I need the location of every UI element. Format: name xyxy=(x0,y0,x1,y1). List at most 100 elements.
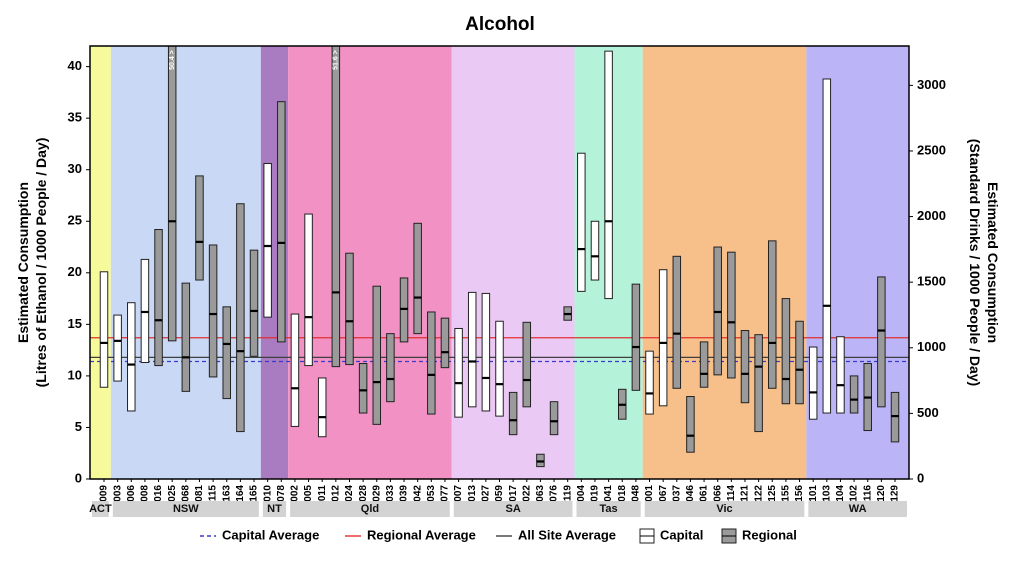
box-027 xyxy=(481,292,491,412)
box-002 xyxy=(290,313,300,427)
box-156 xyxy=(795,320,804,405)
site-label-004: 004 xyxy=(576,485,587,502)
right-axis-label-line-2: (Standard Drinks / 1000 People / Day) xyxy=(967,139,983,386)
box-053 xyxy=(427,311,436,415)
state-label-nt: NT xyxy=(267,503,282,515)
box-076 xyxy=(549,401,559,436)
site-label-116: 116 xyxy=(862,485,873,502)
state-band-qld xyxy=(288,46,452,479)
right-tick-label: 2000 xyxy=(917,208,946,223)
box-022 xyxy=(522,321,532,408)
site-label-081: 081 xyxy=(194,485,205,502)
box-037 xyxy=(672,255,682,389)
right-tick-label: 2500 xyxy=(917,142,946,157)
site-label-033: 033 xyxy=(385,485,396,502)
site-label-121: 121 xyxy=(740,485,751,502)
site-label-119: 119 xyxy=(562,485,573,502)
box-024 xyxy=(345,252,354,366)
site-label-102: 102 xyxy=(849,485,860,502)
site-label-103: 103 xyxy=(821,485,832,502)
site-label-163: 163 xyxy=(221,485,232,502)
site-label-165: 165 xyxy=(249,485,260,502)
legend-capital-label: Capital xyxy=(660,527,703,542)
box-077 xyxy=(440,317,450,369)
site-label-048: 048 xyxy=(631,485,642,502)
state-strip-tas xyxy=(576,501,641,517)
site-label-019: 019 xyxy=(590,485,601,502)
left-tick-label: 15 xyxy=(68,316,82,331)
site-label-016: 016 xyxy=(153,485,164,502)
box-081 xyxy=(195,175,204,281)
site-label-059: 059 xyxy=(494,485,505,502)
site-label-046: 046 xyxy=(685,485,696,502)
box-016 xyxy=(154,229,163,367)
site-label-018: 018 xyxy=(617,485,628,502)
state-strip-wa xyxy=(808,501,907,517)
legend-regional-average-label: Regional Average xyxy=(367,527,476,542)
site-label-101: 101 xyxy=(808,485,819,502)
site-label-011: 011 xyxy=(317,485,328,502)
box-101 xyxy=(808,346,818,420)
box-122 xyxy=(754,334,763,433)
site-label-155: 155 xyxy=(781,485,792,502)
box-046 xyxy=(686,396,695,453)
right-tick-label: 3000 xyxy=(917,77,946,92)
site-label-024: 024 xyxy=(344,485,355,502)
box-165 xyxy=(249,249,259,357)
box-009 xyxy=(99,271,109,388)
state-strip-vic xyxy=(644,501,805,517)
site-label-053: 053 xyxy=(426,485,437,502)
site-label-078: 078 xyxy=(276,485,287,502)
box-067 xyxy=(658,269,668,407)
box-007 xyxy=(454,327,463,418)
legend-all-site-average-label: All Site Average xyxy=(518,527,616,542)
site-label-120: 120 xyxy=(876,485,887,502)
state-band-nsw xyxy=(110,46,261,479)
box-041 xyxy=(604,50,613,300)
left-tick-label: 40 xyxy=(68,58,82,73)
site-label-164: 164 xyxy=(235,485,246,502)
site-label-114: 114 xyxy=(726,485,737,502)
state-label-nsw: NSW xyxy=(173,503,199,515)
state-strip-nsw xyxy=(112,501,259,517)
box-104 xyxy=(836,336,845,414)
chart-title: Alcohol xyxy=(465,14,535,35)
box-017 xyxy=(508,391,518,436)
box-068 xyxy=(181,282,191,392)
left-tick-label: 35 xyxy=(68,110,82,125)
state-label-tas: Tas xyxy=(600,503,618,515)
site-label-125: 125 xyxy=(767,485,778,502)
box-164 xyxy=(236,203,245,433)
box-115 xyxy=(208,244,218,378)
site-label-042: 042 xyxy=(412,485,423,502)
box-003 xyxy=(113,314,122,382)
site-label-037: 037 xyxy=(671,485,682,502)
site-label-005: 005 xyxy=(303,485,314,502)
box-001 xyxy=(645,350,654,415)
site-label-122: 122 xyxy=(753,485,764,502)
legend-regional-label: Regional xyxy=(742,527,797,542)
box-029 xyxy=(372,285,382,425)
box-033 xyxy=(386,333,395,403)
site-label-039: 039 xyxy=(399,485,410,502)
state-band-act xyxy=(90,46,111,479)
right-tick-label: 1000 xyxy=(917,339,946,354)
site-label-006: 006 xyxy=(126,485,137,502)
box-114 xyxy=(727,251,736,379)
site-label-017: 017 xyxy=(508,485,519,502)
site-label-003: 003 xyxy=(112,485,123,502)
site-label-077: 077 xyxy=(440,485,451,502)
site-label-156: 156 xyxy=(794,485,805,502)
state-label-qld: Qld xyxy=(361,503,379,515)
site-label-027: 027 xyxy=(481,485,492,502)
box-078 xyxy=(277,101,286,343)
box-120 xyxy=(877,276,886,408)
state-label-wa: WA xyxy=(849,503,867,515)
site-label-022: 022 xyxy=(521,485,532,502)
state-strip-nt xyxy=(262,501,287,517)
site-label-009: 009 xyxy=(99,485,110,502)
box-012 xyxy=(331,45,341,368)
state-label-vic: Vic xyxy=(716,503,732,515)
box-103 xyxy=(822,78,832,414)
